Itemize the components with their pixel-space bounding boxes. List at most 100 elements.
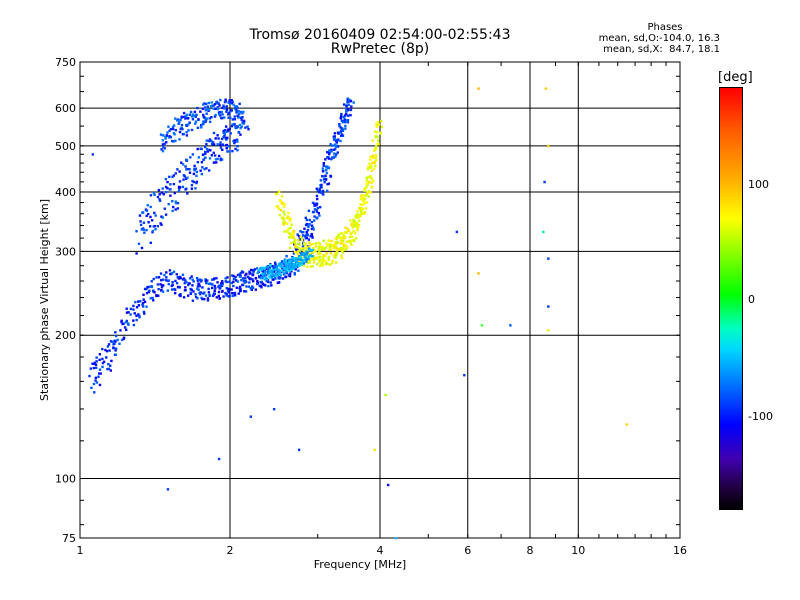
echo-point <box>363 198 367 201</box>
echo-point <box>194 167 198 170</box>
echo-point <box>196 297 199 300</box>
echo-point <box>295 265 299 269</box>
echo-point <box>160 289 163 292</box>
echo-point <box>199 126 203 129</box>
echo-point <box>302 231 305 234</box>
echo-point <box>273 265 276 268</box>
echo-point <box>214 113 217 117</box>
echo-point <box>196 160 200 164</box>
echo-point <box>215 296 218 299</box>
echo-point <box>477 272 480 275</box>
echo-point <box>204 120 207 124</box>
echo-point <box>191 299 195 302</box>
echo-point <box>274 263 277 266</box>
echo-point <box>218 104 221 107</box>
echo-point <box>185 280 188 284</box>
echo-point <box>303 234 307 238</box>
echo-point <box>94 363 98 366</box>
echo-point <box>114 334 118 338</box>
echo-point <box>294 264 297 268</box>
echo-point <box>222 104 225 107</box>
echo-point <box>150 219 154 222</box>
echo-point <box>98 383 102 387</box>
echo-point <box>384 393 387 397</box>
echo-point <box>350 105 353 108</box>
echo-point <box>189 291 192 294</box>
echo-point <box>295 259 298 263</box>
echo-point <box>155 294 158 297</box>
echo-point <box>94 376 98 380</box>
echo-point <box>328 239 331 242</box>
echo-point <box>215 100 219 104</box>
echo-point <box>199 169 202 172</box>
echo-point <box>239 271 242 275</box>
echo-point <box>280 263 283 266</box>
echo-point <box>322 178 326 181</box>
echo-point <box>212 104 215 107</box>
echo-point <box>241 112 244 115</box>
echo-point <box>285 222 289 225</box>
echo-point <box>125 311 129 314</box>
echo-point <box>339 126 343 129</box>
echo-point <box>145 291 149 295</box>
echo-point <box>273 261 277 264</box>
echo-point <box>297 258 300 261</box>
echo-point <box>243 120 246 123</box>
echo-point <box>285 261 288 265</box>
echo-point <box>178 275 182 279</box>
echo-point <box>114 353 117 356</box>
echo-point <box>297 253 300 257</box>
echo-point <box>194 122 197 125</box>
echo-point <box>174 279 177 283</box>
echo-point <box>145 209 149 212</box>
echo-point <box>294 248 298 251</box>
echo-point <box>366 191 369 194</box>
echo-point <box>324 174 327 178</box>
echo-point <box>319 179 323 182</box>
echo-point <box>477 87 480 90</box>
echo-point <box>176 276 179 279</box>
echo-point <box>297 234 301 238</box>
echo-point <box>158 198 161 201</box>
echo-point <box>284 269 288 273</box>
echo-point <box>367 189 371 193</box>
echo-point <box>282 221 285 224</box>
echo-point <box>369 165 372 168</box>
echo-point <box>215 277 218 280</box>
echo-point <box>509 324 512 327</box>
echo-point <box>480 324 484 327</box>
echo-point <box>202 113 205 117</box>
echo-point <box>288 274 292 278</box>
echo-point <box>91 362 94 365</box>
echo-point <box>160 148 163 151</box>
echo-point <box>341 239 345 242</box>
echo-point <box>263 270 267 273</box>
echo-point <box>344 107 348 111</box>
echo-point <box>216 134 219 137</box>
echo-point <box>142 298 145 301</box>
echo-point <box>137 313 140 316</box>
echo-point <box>339 139 342 143</box>
echo-point <box>321 189 325 193</box>
echo-point <box>191 179 194 183</box>
echo-point <box>299 230 302 233</box>
echo-point <box>197 282 200 285</box>
echo-point <box>305 253 309 256</box>
echo-point <box>233 141 236 145</box>
echo-point <box>231 100 234 104</box>
echo-point <box>371 139 374 142</box>
echo-point <box>356 224 359 227</box>
echo-point <box>161 216 165 219</box>
echo-point <box>463 374 466 377</box>
echo-point <box>309 243 312 246</box>
echo-point <box>303 247 306 250</box>
echo-point <box>221 281 224 284</box>
echo-point <box>251 286 255 290</box>
echo-point <box>271 278 274 281</box>
echo-point <box>232 280 235 284</box>
echo-point <box>315 210 319 213</box>
echo-point <box>165 271 168 274</box>
echo-point <box>319 252 322 255</box>
echo-point <box>359 203 362 206</box>
echo-point <box>266 270 270 273</box>
